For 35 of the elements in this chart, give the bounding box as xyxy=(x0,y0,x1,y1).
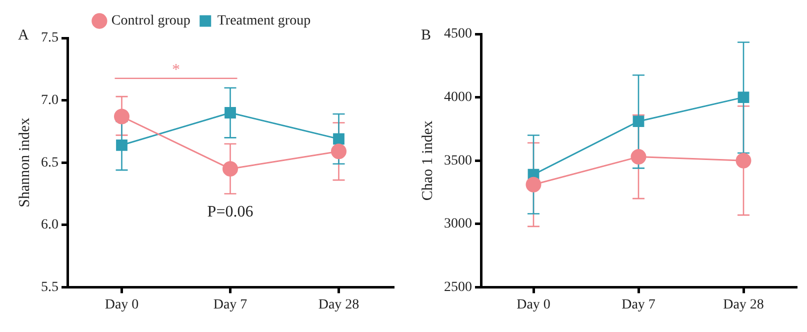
point xyxy=(736,152,752,168)
y-tick-label: 6.5 xyxy=(41,155,58,170)
chart-title: A xyxy=(18,27,29,44)
point xyxy=(116,139,128,151)
point xyxy=(333,133,344,145)
y-tick-label: 3000 xyxy=(444,216,472,232)
y-axis-title: Shannon index xyxy=(16,117,33,208)
y-tick-label: 4500 xyxy=(444,26,472,42)
point xyxy=(526,176,542,192)
point xyxy=(630,149,646,165)
legend-label: Control group xyxy=(111,14,190,29)
y-axis-title: Chao 1 index xyxy=(420,120,436,201)
y-tick-label: 6.0 xyxy=(41,218,58,233)
x-tick-label: Day 28 xyxy=(723,297,764,312)
point xyxy=(738,92,750,103)
legend-label: Treatment group xyxy=(217,14,311,29)
point xyxy=(331,144,346,160)
y-tick-label: 3500 xyxy=(444,153,472,168)
point xyxy=(114,108,130,124)
x-tick-label: Day 28 xyxy=(318,297,360,312)
chart-title: B xyxy=(421,27,432,44)
x-tick-label: Day 0 xyxy=(104,297,139,312)
x-tick-label: Day 7 xyxy=(622,297,656,312)
x-tick-label: Day 0 xyxy=(516,297,550,312)
y-tick-label: 7.5 xyxy=(41,30,58,46)
x-tick-label: Day 7 xyxy=(213,297,248,312)
annotation: * xyxy=(172,62,180,79)
y-tick-label: 2500 xyxy=(444,280,472,295)
point xyxy=(632,116,644,128)
annotation: P=0.06 xyxy=(207,204,254,221)
point xyxy=(222,161,238,177)
y-tick-label: 7.0 xyxy=(41,92,58,108)
y-tick-label: 4000 xyxy=(444,90,472,105)
point xyxy=(224,107,236,118)
y-tick-label: 5.5 xyxy=(41,280,58,295)
